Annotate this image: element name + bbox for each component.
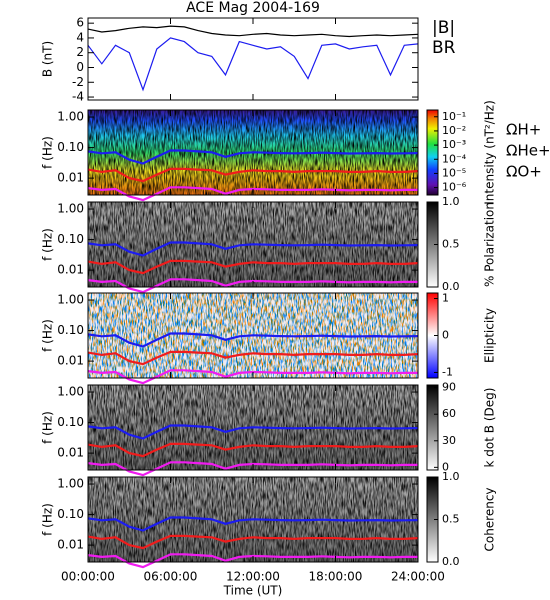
colorbar-tick-label: 0: [442, 460, 449, 473]
x-tick-label: 12:00:00: [226, 570, 280, 584]
colorbar-tick-label: 0.0: [442, 280, 460, 293]
legend-entry: ΩH+: [506, 121, 541, 139]
colorbar-tick-label: 1: [442, 292, 449, 305]
colorbar-tick-label: 1.0: [442, 470, 460, 483]
plot-frame: [87, 17, 419, 101]
gyrofrequency-line: [87, 259, 419, 275]
colorbar-tick-label: 10⁻⁴: [442, 152, 467, 165]
colorbar-label: Intensity (nT²/Hz): [483, 100, 497, 205]
gyrofrequency-line: [87, 424, 419, 440]
colorbar-tick-label: 10⁻⁵: [442, 166, 466, 179]
y-tick-label: 4: [76, 30, 84, 44]
y-tick-label: 1.00: [57, 477, 84, 491]
x-tick-label: 06:00:00: [144, 570, 198, 584]
y-tick-label: 0.01: [57, 538, 84, 552]
colorbar-label: Ellipticity: [483, 308, 497, 363]
y-axis-label: f (Hz): [41, 228, 55, 261]
x-axis-label: Time (UT): [223, 584, 283, 598]
colorbar-tick-label: 1.0: [442, 195, 460, 208]
colorbar-tick-label: 0: [442, 329, 449, 342]
legend-entry: ΩHe+: [506, 142, 550, 160]
colorbar-tick-label: -1: [442, 365, 453, 378]
legend-entry: BR: [432, 38, 456, 58]
gyrofrequency-line: [87, 534, 419, 550]
colorbar: [426, 384, 439, 471]
legend-entry: ΩO+: [506, 163, 542, 181]
y-tick-label: 0.10: [57, 323, 84, 337]
colorbar-label: Coherency: [483, 487, 497, 551]
y-tick-label: 0.10: [57, 507, 84, 521]
gyrofrequency-line: [87, 241, 419, 257]
colorbar-tick-label: 10⁻³: [442, 138, 466, 151]
gyrofrequency-line: [87, 350, 419, 366]
y-tick-label: 1.00: [57, 110, 84, 124]
colorbar-tick-label: 60: [442, 407, 456, 420]
legend-entry: |B|: [432, 18, 455, 38]
y-axis-label: f (Hz): [41, 411, 55, 444]
y-tick-label: 1.00: [57, 293, 84, 307]
y-axis-label: f (Hz): [41, 136, 55, 169]
data-line: [87, 37, 419, 92]
y-axis-label: f (Hz): [41, 503, 55, 536]
colorbar-tick-label: 0.5: [442, 513, 460, 526]
x-tick-label: 00:00:00: [61, 570, 115, 584]
y-tick-label: 1.00: [57, 202, 84, 216]
gyrofrequency-line: [87, 149, 419, 165]
colorbar: [426, 109, 439, 196]
y-tick-label: 6: [76, 16, 84, 30]
gyrofrequency-line: [87, 167, 419, 183]
colorbar-tick-label: 30: [442, 434, 456, 447]
colorbar-tick-label: 90: [442, 381, 456, 394]
y-tick-label: 0.10: [57, 140, 84, 154]
y-tick-label: 0.01: [57, 263, 84, 277]
colorbar-tick-label: 0.0: [442, 555, 460, 568]
y-tick-label: 0: [76, 60, 84, 74]
chart-title: ACE Mag 2004-169: [186, 0, 320, 16]
y-tick-label: -2: [72, 75, 84, 89]
x-tick-label: 24:00:00: [391, 570, 445, 584]
data-line: [87, 25, 419, 38]
y-tick-label: 0.10: [57, 232, 84, 246]
colorbar-tick-label: 10⁻⁶: [442, 181, 467, 194]
x-tick-label: 18:00:00: [309, 570, 363, 584]
y-tick-label: 0.01: [57, 354, 84, 368]
y-axis-label: f (Hz): [41, 319, 55, 352]
gyrofrequency-line: [87, 332, 419, 348]
y-axis-label: B (nT): [41, 41, 55, 77]
y-tick-label: 0.01: [57, 446, 84, 460]
y-tick-label: 1.00: [57, 385, 84, 399]
colorbar-label: % Polarization: [483, 202, 497, 287]
y-tick-label: 0.10: [57, 415, 84, 429]
y-tick-label: 2: [76, 45, 84, 59]
y-tick-label: -4: [72, 90, 84, 104]
colorbar-tick-label: 0.5: [442, 238, 460, 251]
gyrofrequency-line: [87, 442, 419, 458]
y-tick-label: 0.01: [57, 171, 84, 185]
colorbar-tick-label: 10⁻¹: [442, 110, 466, 123]
gyrofrequency-line: [87, 516, 419, 532]
colorbar-label: k dot B (Deg): [483, 388, 497, 468]
colorbar-tick-label: 10⁻²: [442, 124, 466, 137]
